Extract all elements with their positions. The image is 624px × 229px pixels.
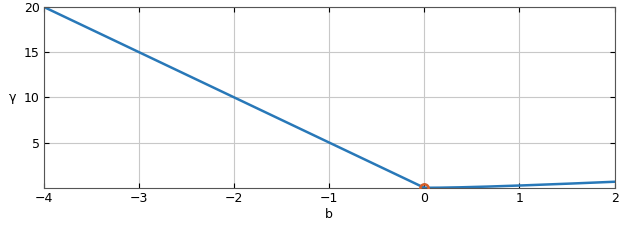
Y-axis label: γ: γ — [9, 91, 16, 104]
X-axis label: b: b — [325, 208, 333, 221]
